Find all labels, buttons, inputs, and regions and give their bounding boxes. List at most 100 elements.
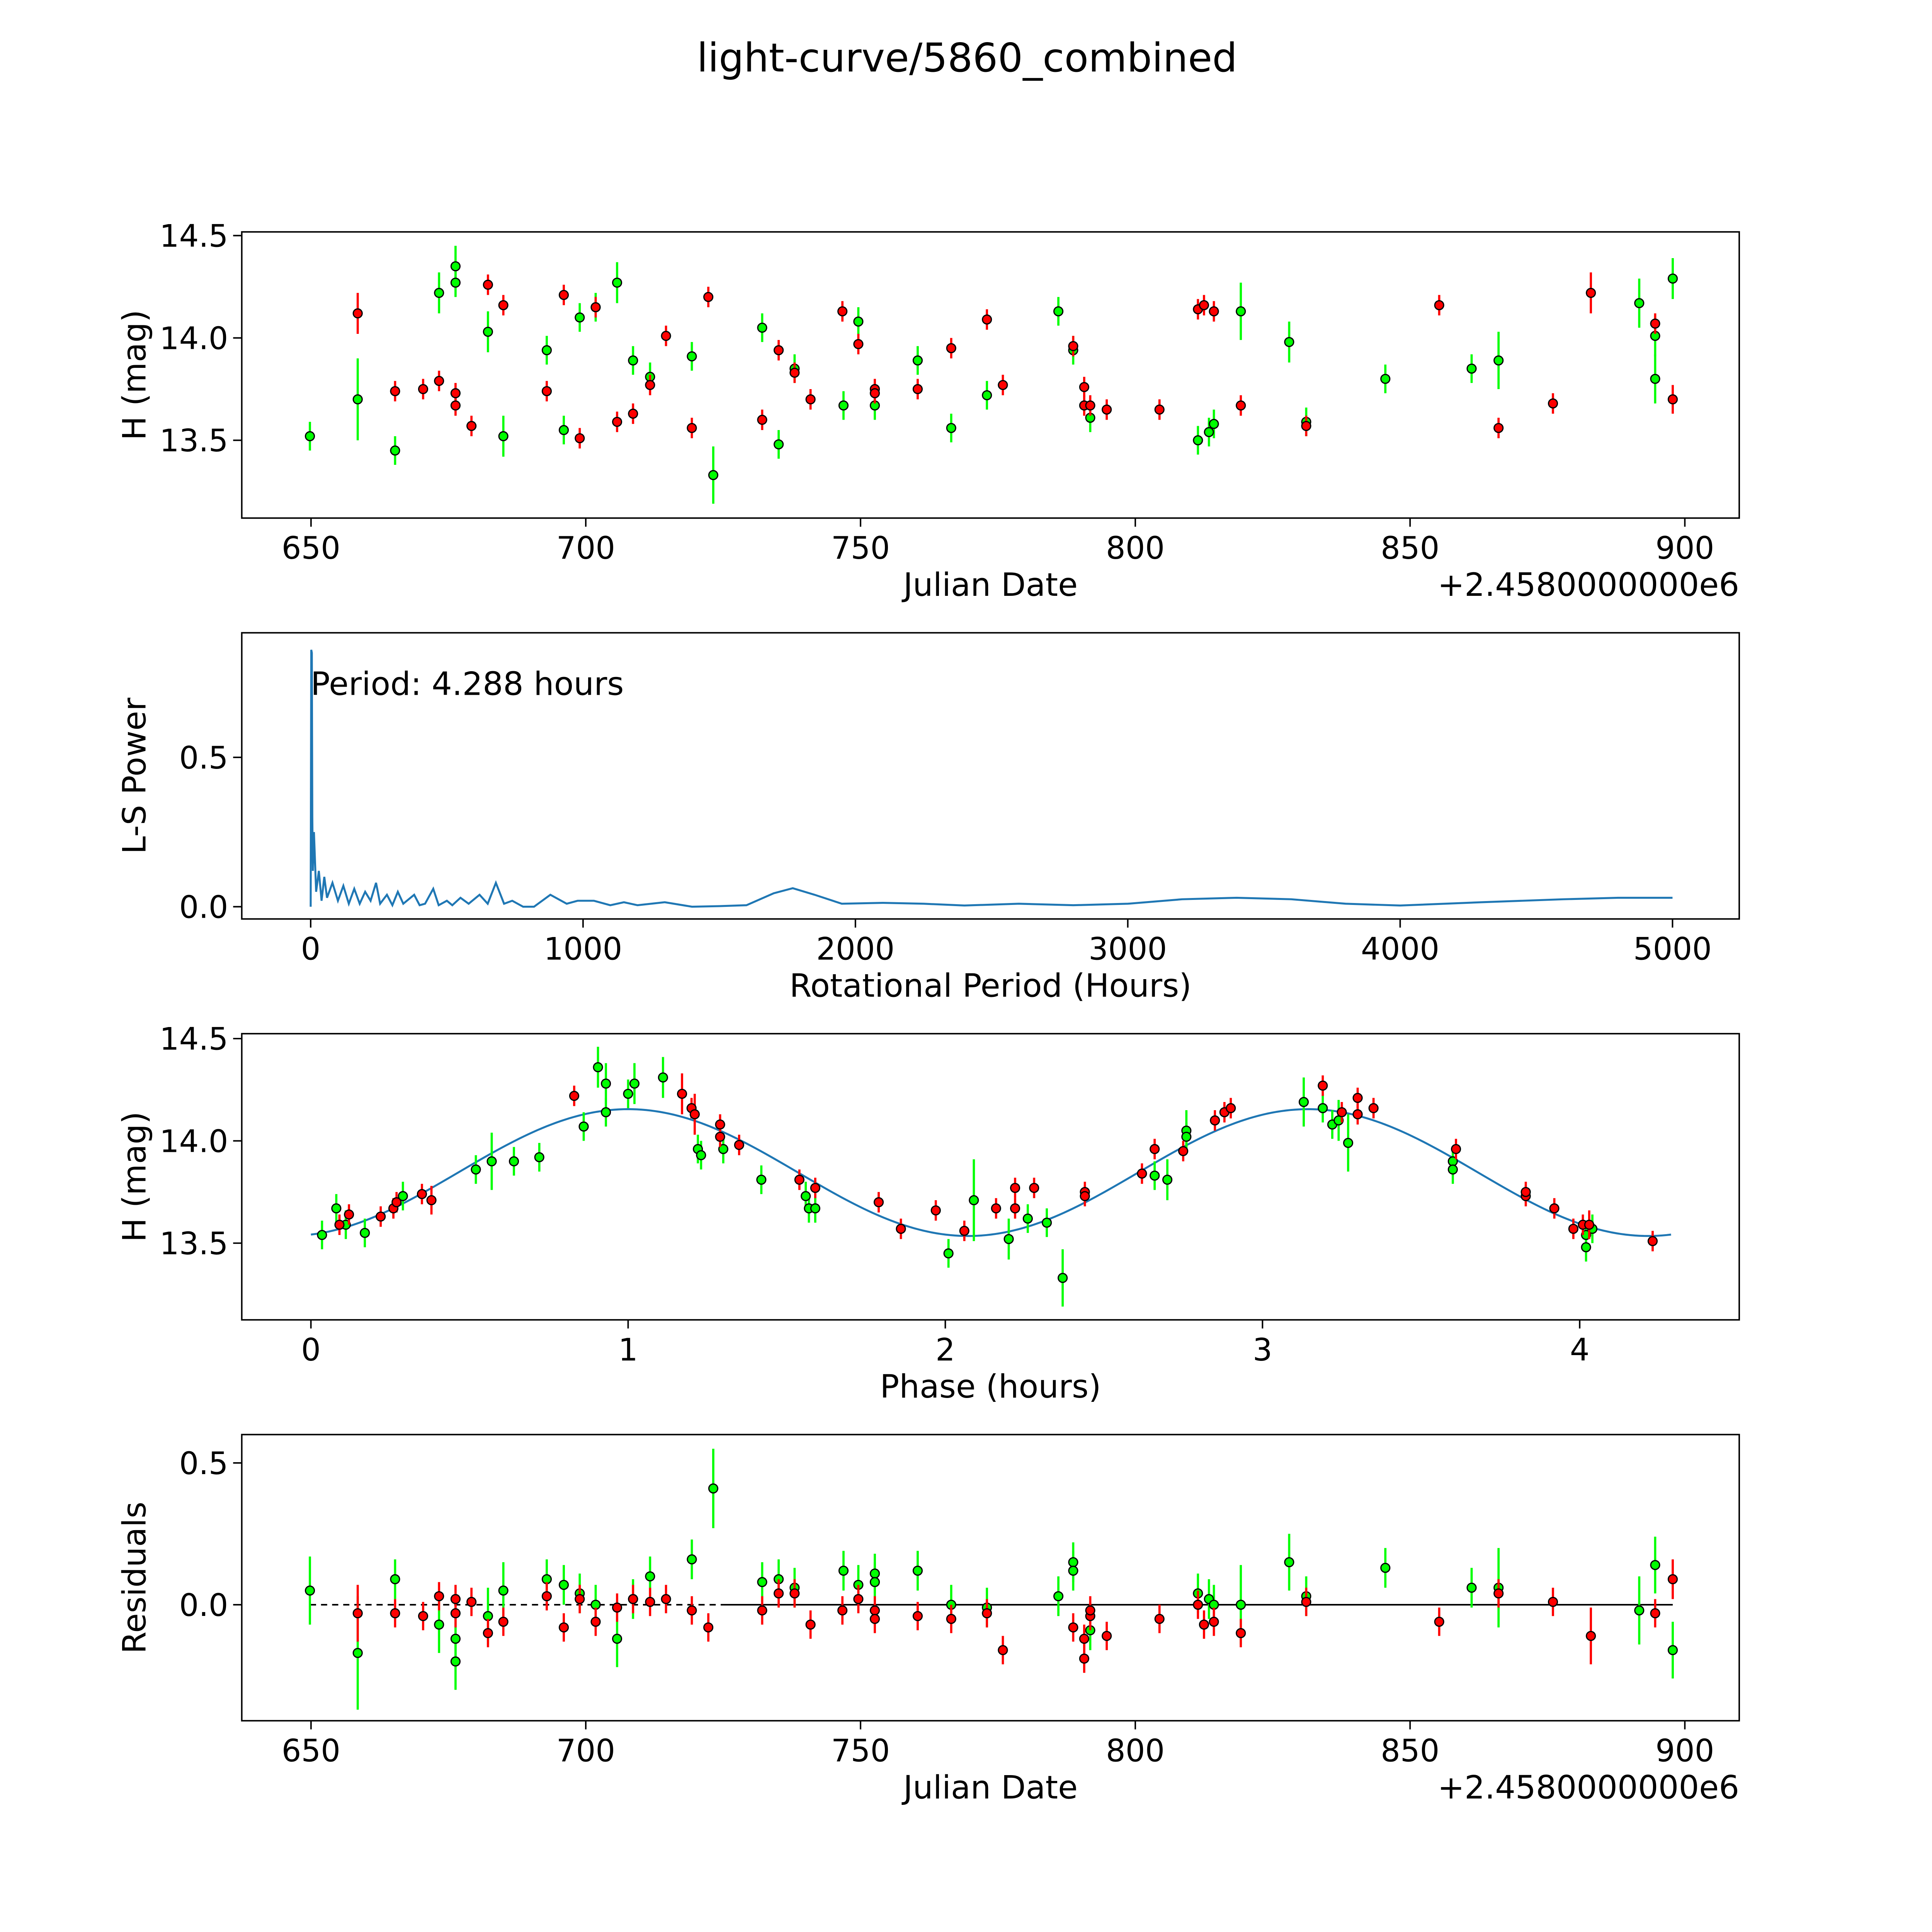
red-data-point [1586, 287, 1596, 298]
red-data-point [1150, 1144, 1160, 1154]
red-data-point [912, 384, 923, 395]
axes-frame [241, 231, 1740, 519]
periodogram-line [310, 650, 1673, 908]
green-data-point [483, 327, 493, 337]
green-data-point [1068, 1557, 1078, 1568]
red-data-point [734, 1140, 744, 1150]
green-data-point [943, 1248, 954, 1259]
red-data-point [982, 314, 992, 325]
red-data-point [1586, 1631, 1596, 1641]
red-data-point [789, 367, 800, 378]
green-data-point [1150, 1170, 1160, 1181]
green-data-point [1204, 427, 1214, 437]
red-data-point [645, 380, 655, 390]
x-axis-label: Julian Date [901, 566, 1078, 604]
model-fit-curve [311, 1108, 1671, 1237]
green-data-point [756, 1175, 767, 1185]
figure-title: light-curve/5860_combined [697, 35, 1237, 81]
green-data-point [486, 1156, 497, 1167]
red-data-point [434, 1591, 444, 1602]
red-data-point [661, 1594, 671, 1604]
red-data-point [575, 433, 585, 444]
x-tick-label: 1000 [544, 931, 622, 967]
green-data-point [471, 1164, 481, 1175]
green-data-point [450, 277, 461, 288]
green-data-point [1493, 355, 1504, 366]
x-tick-label: 750 [831, 530, 890, 566]
red-data-point [1650, 318, 1660, 329]
green-data-point [360, 1228, 370, 1238]
green-data-point [628, 355, 638, 366]
y-tick-label: 0.5 [179, 740, 228, 776]
red-data-point [873, 1197, 884, 1208]
red-data-point [837, 1605, 848, 1616]
red-data-point [1451, 1144, 1461, 1154]
green-data-point [1003, 1234, 1014, 1244]
green-data-point [658, 1072, 668, 1083]
red-data-point [434, 376, 444, 386]
residuals-panel: 650 700 750 800 850 900 0.0 0.5 Julian Date Resid… [116, 1434, 1740, 1806]
red-data-point [853, 1594, 864, 1604]
red-data-point [998, 1645, 1008, 1655]
green-data-point [623, 1088, 633, 1099]
red-data-point [1520, 1187, 1531, 1197]
red-data-point [677, 1088, 687, 1099]
x-tick-label: 700 [556, 1733, 615, 1769]
red-data-point [853, 339, 864, 349]
red-data-point [1368, 1103, 1379, 1113]
x-tick-label: 1 [618, 1332, 638, 1368]
red-data-point [418, 1611, 429, 1621]
red-data-point [541, 386, 552, 396]
red-data-point [1080, 1191, 1090, 1201]
red-data-point [869, 1605, 880, 1616]
y-axis-label: L-S Power [116, 697, 153, 854]
red-data-point [687, 423, 697, 433]
x-axis-label: Rotational Period (Hours) [789, 967, 1192, 1004]
green-data-point [390, 445, 400, 456]
red-data-point [661, 331, 671, 341]
red-data-point [1301, 421, 1311, 431]
x-tick-label: 5000 [1633, 931, 1712, 967]
green-data-point [304, 431, 315, 441]
y-axis-label: H (mag) [116, 1111, 153, 1242]
red-data-point [930, 1205, 941, 1216]
green-data-point [757, 1577, 767, 1587]
y-axis-label: H (mag) [116, 310, 153, 440]
green-data-point [398, 1191, 408, 1201]
red-data-point [1137, 1168, 1147, 1179]
plot-area [304, 246, 1678, 504]
red-data-point [1210, 1115, 1220, 1126]
green-data-point [1466, 1582, 1477, 1593]
green-data-point [1318, 1103, 1328, 1113]
red-data-point [1209, 1617, 1219, 1627]
green-data-point [838, 400, 849, 411]
red-data-point [869, 1614, 880, 1624]
green-data-point [1162, 1175, 1173, 1185]
y-tick-label: 14.5 [160, 1021, 228, 1057]
x-tick-label: 3 [1253, 1332, 1272, 1368]
x-tick-label: 800 [1106, 530, 1165, 566]
green-data-point [559, 1580, 569, 1590]
red-data-point [450, 1608, 461, 1619]
green-data-point [317, 1230, 327, 1240]
red-data-point [483, 1628, 493, 1638]
y-tick-label: 14.5 [160, 218, 228, 254]
red-data-point [352, 1608, 363, 1619]
red-data-point [418, 384, 429, 395]
x-tick-label: 3000 [1088, 931, 1167, 967]
red-data-point [912, 1611, 923, 1621]
red-data-point [426, 1195, 437, 1206]
red-data-point [1226, 1103, 1236, 1113]
red-data-point [1010, 1203, 1020, 1214]
y-tick-label: 14.0 [160, 1123, 228, 1159]
green-data-point [1634, 298, 1645, 308]
red-data-point [1193, 1599, 1203, 1610]
green-data-point [575, 312, 585, 323]
green-data-point [687, 1554, 697, 1565]
red-data-point [1667, 1574, 1678, 1585]
green-data-point [757, 322, 767, 333]
red-data-point [1434, 300, 1444, 310]
green-data-point [1236, 306, 1246, 316]
green-data-point [1343, 1138, 1354, 1148]
green-data-point [498, 431, 509, 441]
